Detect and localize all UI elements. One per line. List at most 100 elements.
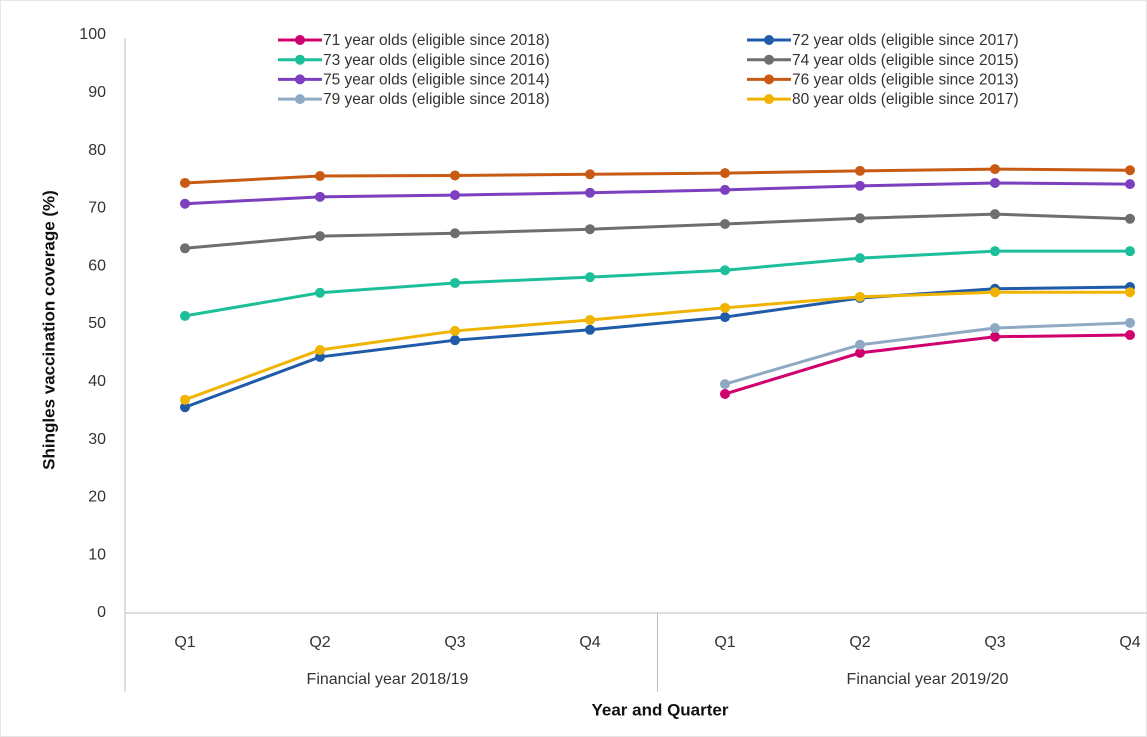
point bbox=[855, 347, 865, 358]
point bbox=[1125, 287, 1135, 298]
legend-text: 79 year olds (eligible since 2018) bbox=[323, 91, 550, 108]
x-tick-label: Q1 bbox=[714, 634, 735, 651]
point bbox=[855, 339, 865, 350]
y-tick-label: 10 bbox=[88, 546, 106, 563]
point bbox=[855, 165, 865, 176]
legend-marker bbox=[764, 94, 774, 105]
point bbox=[180, 177, 190, 188]
point bbox=[720, 168, 730, 179]
y-tick-label: 30 bbox=[88, 431, 106, 448]
x-tick-label: Q4 bbox=[579, 634, 600, 651]
point bbox=[855, 180, 865, 191]
series-line bbox=[184, 212, 1131, 250]
legend-marker bbox=[764, 54, 774, 65]
point bbox=[720, 379, 730, 390]
point bbox=[990, 323, 1000, 334]
point bbox=[855, 291, 865, 302]
y-tick-label: 40 bbox=[88, 373, 106, 390]
point bbox=[720, 388, 730, 399]
y-tick-label: 90 bbox=[88, 84, 106, 101]
point bbox=[1125, 179, 1135, 190]
legend-text: 71 year olds (eligible since 2018) bbox=[323, 32, 550, 49]
series-line bbox=[184, 181, 1131, 206]
legend-text: 74 year olds (eligible since 2015) bbox=[792, 52, 1019, 69]
legend-marker bbox=[764, 35, 774, 45]
point bbox=[180, 198, 190, 209]
point bbox=[315, 191, 325, 202]
x-tick-label: Q2 bbox=[849, 634, 870, 651]
point bbox=[315, 231, 325, 242]
y-tick-label: 20 bbox=[88, 489, 106, 506]
point bbox=[720, 302, 730, 313]
point bbox=[585, 272, 595, 283]
point bbox=[180, 310, 190, 321]
legend-text: 80 year olds (eligible since 2017) bbox=[792, 91, 1019, 108]
legend-text: 75 year olds (eligible since 2014) bbox=[323, 71, 550, 88]
legend-text: 73 year olds (eligible since 2016) bbox=[323, 52, 550, 69]
series-line bbox=[724, 333, 1131, 396]
point bbox=[720, 265, 730, 276]
point bbox=[990, 164, 1000, 175]
point bbox=[720, 184, 730, 195]
series-line bbox=[184, 290, 1130, 402]
point bbox=[990, 246, 1000, 257]
x-axis-title: Year and Quarter bbox=[591, 700, 728, 719]
legend-marker bbox=[295, 35, 305, 45]
group-label: Financial year 2019/20 bbox=[847, 671, 1009, 688]
point bbox=[315, 351, 325, 362]
point bbox=[315, 287, 325, 298]
point bbox=[1125, 317, 1135, 328]
point bbox=[855, 213, 865, 224]
point bbox=[855, 253, 865, 264]
point bbox=[990, 287, 1000, 298]
x-tick-label: Q4 bbox=[1119, 634, 1140, 651]
x-tick-label: Q1 bbox=[174, 634, 195, 651]
point bbox=[1125, 329, 1135, 340]
series-line bbox=[184, 249, 1130, 318]
point bbox=[450, 277, 460, 288]
legend-marker bbox=[295, 94, 305, 105]
x-tick-label: Q2 bbox=[309, 634, 330, 651]
point bbox=[315, 171, 325, 182]
legend-text: 76 year olds (eligible since 2013) bbox=[792, 71, 1019, 88]
point bbox=[585, 187, 595, 198]
point bbox=[180, 402, 190, 413]
point bbox=[315, 345, 325, 356]
legend-marker bbox=[295, 74, 305, 85]
y-axis-title: Shingles vaccination coverage (%) bbox=[39, 190, 58, 470]
x-tick-label: Q3 bbox=[444, 634, 465, 651]
point bbox=[585, 324, 595, 335]
series-line bbox=[724, 321, 1131, 386]
series-line bbox=[184, 167, 1131, 185]
point bbox=[585, 224, 595, 235]
point bbox=[990, 177, 1000, 188]
y-tick-label: 0 bbox=[97, 604, 106, 621]
point bbox=[990, 331, 1000, 342]
point bbox=[720, 219, 730, 230]
legend-marker bbox=[764, 74, 774, 85]
point bbox=[180, 394, 190, 405]
point bbox=[180, 243, 190, 254]
y-tick-label: 50 bbox=[88, 315, 106, 332]
point bbox=[720, 312, 730, 323]
y-tick-label: 100 bbox=[79, 26, 106, 43]
point bbox=[585, 314, 595, 325]
point bbox=[450, 170, 460, 181]
point bbox=[1125, 246, 1135, 257]
point bbox=[585, 169, 595, 180]
legend-marker bbox=[295, 54, 305, 65]
legend-text: 72 year olds (eligible since 2017) bbox=[792, 32, 1019, 49]
y-tick-label: 80 bbox=[88, 142, 106, 159]
point bbox=[1125, 213, 1135, 224]
point bbox=[990, 209, 1000, 220]
point bbox=[450, 228, 460, 239]
y-tick-label: 70 bbox=[88, 200, 106, 217]
point bbox=[450, 325, 460, 336]
series-line bbox=[184, 285, 1131, 409]
x-tick-label: Q3 bbox=[984, 634, 1005, 651]
group-label: Financial year 2018/19 bbox=[307, 671, 469, 688]
point bbox=[1125, 165, 1135, 176]
y-tick-label: 60 bbox=[88, 257, 106, 274]
